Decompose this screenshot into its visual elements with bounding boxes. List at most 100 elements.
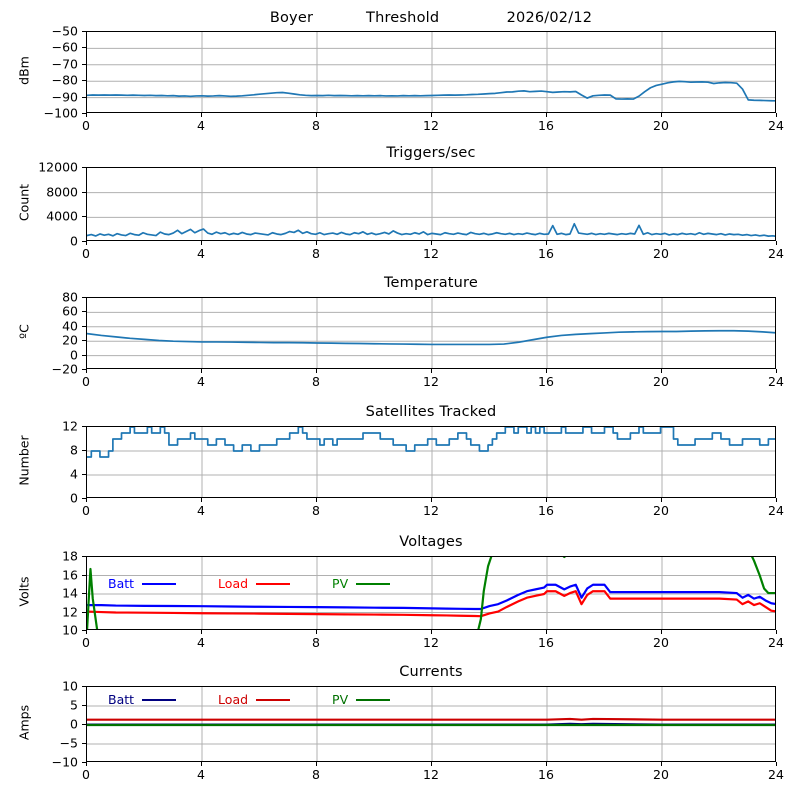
y-tick-signal-5: −100 <box>43 105 78 121</box>
y-tick-satellites-0: 0 <box>70 490 78 506</box>
x-tick-voltages-1: 4 <box>197 635 205 650</box>
x-tick-triggers-0: 0 <box>82 246 90 261</box>
y-tickmark-temperature-5 <box>82 297 86 298</box>
y-axis-label-triggers: Count <box>16 183 32 222</box>
y-axis-label-satellites: Number <box>16 435 32 486</box>
gridlines-signal <box>87 32 775 112</box>
x-tick-satellites-1: 4 <box>197 503 205 518</box>
x-tickmark-satellites-1 <box>201 498 202 502</box>
x-tickmark-temperature-0 <box>86 369 87 373</box>
y-tickmark-signal-3 <box>82 80 86 82</box>
y-tickmark-satellites-1 <box>82 474 86 475</box>
x-tick-satellites-3: 12 <box>423 503 439 518</box>
y-axis-label-voltages: Volts <box>16 576 32 607</box>
data-trace-signal <box>87 80 775 102</box>
y-tickmark-currents-4 <box>82 686 86 687</box>
y-tick-voltages-1: 12 <box>62 604 78 619</box>
y-tickmark-currents-0 <box>82 762 86 763</box>
plot-area-temperature <box>86 297 776 369</box>
x-tick-temperature-0: 0 <box>82 374 90 389</box>
y-tick-voltages-4: 18 <box>62 548 78 564</box>
panel-title-currents: Currents <box>399 664 463 680</box>
x-tickmark-currents-0 <box>86 762 87 766</box>
y-tickmark-currents-2 <box>82 724 86 725</box>
x-tickmark-satellites-3 <box>431 498 432 502</box>
data-trace-satellites <box>87 427 775 458</box>
y-tickmark-satellites-2 <box>82 450 86 451</box>
y-tick-triggers-2: 8000 <box>46 184 78 200</box>
x-tickmark-currents-3 <box>431 762 432 766</box>
x-tickmark-temperature-5 <box>661 369 662 373</box>
x-tickmark-triggers-1 <box>201 241 202 245</box>
plot-canvas-voltages <box>87 557 775 629</box>
x-tick-temperature-2: 8 <box>312 374 320 389</box>
x-tick-temperature-4: 16 <box>538 374 554 389</box>
y-tickmark-voltages-1 <box>82 611 86 613</box>
x-tick-signal-0: 0 <box>82 118 90 133</box>
x-tickmark-voltages-1 <box>201 630 202 634</box>
x-tickmark-triggers-4 <box>546 241 547 245</box>
x-tickmark-signal-3 <box>431 113 432 117</box>
x-tickmark-satellites-0 <box>86 498 87 502</box>
y-tickmark-signal-0 <box>82 31 86 32</box>
x-tick-triggers-6: 24 <box>768 246 784 261</box>
y-tick-satellites-2: 8 <box>70 442 78 458</box>
x-tickmark-voltages-6 <box>776 630 777 634</box>
y-tick-voltages-0: 10 <box>62 622 78 638</box>
x-tickmark-triggers-3 <box>431 241 432 245</box>
x-tick-temperature-1: 4 <box>197 374 205 389</box>
panel-title-temperature: Temperature <box>383 275 479 291</box>
plot-canvas-signal <box>87 32 775 112</box>
y-tickmark-voltages-2 <box>82 593 86 594</box>
x-tickmark-temperature-2 <box>316 369 317 373</box>
data-trace-currents-load <box>87 717 775 721</box>
x-tick-signal-1: 4 <box>197 118 205 133</box>
y-tickmark-satellites-3 <box>82 426 86 427</box>
x-tick-voltages-6: 24 <box>768 635 784 650</box>
y-tick-currents-0: −10 <box>51 754 78 770</box>
x-tickmark-triggers-2 <box>316 241 317 245</box>
x-tickmark-signal-5 <box>661 113 662 117</box>
plot-canvas-satellites <box>87 427 775 497</box>
y-tick-signal-2: −70 <box>51 56 78 72</box>
x-tick-signal-3: 12 <box>423 118 439 133</box>
y-tick-triggers-3: 12000 <box>38 159 78 175</box>
y-tick-temperature-1: 0 <box>70 347 78 363</box>
plot-area-voltages <box>86 556 776 630</box>
y-tick-temperature-0: −20 <box>51 361 78 377</box>
y-tickmark-voltages-4 <box>82 556 86 557</box>
x-tick-temperature-5: 20 <box>653 374 669 389</box>
y-tickmark-signal-4 <box>82 96 86 98</box>
x-tick-signal-2: 8 <box>312 118 320 133</box>
panel-title-triggers: Triggers/sec <box>386 145 476 161</box>
y-tickmark-triggers-0 <box>82 241 86 242</box>
panel-title-signal: Boyer Threshold 2026/02/12 <box>269 10 593 26</box>
y-tickmark-signal-1 <box>82 47 86 49</box>
x-tick-triggers-3: 12 <box>423 246 439 261</box>
x-tickmark-signal-2 <box>316 113 317 117</box>
gridlines-voltages <box>87 557 775 629</box>
y-tick-voltages-3: 16 <box>62 567 78 582</box>
plot-canvas-currents <box>87 687 775 761</box>
y-tickmark-temperature-1 <box>82 354 86 356</box>
panel-title-voltages: Voltages <box>399 534 463 550</box>
gridlines-triggers <box>87 168 775 240</box>
x-tickmark-satellites-5 <box>661 498 662 502</box>
y-tickmark-voltages-3 <box>82 574 86 576</box>
x-tick-triggers-5: 20 <box>653 246 669 261</box>
y-tick-triggers-0: 0 <box>70 233 78 249</box>
y-tickmark-temperature-0 <box>82 369 86 370</box>
x-tick-satellites-4: 16 <box>538 503 554 518</box>
plot-area-currents <box>86 686 776 762</box>
y-tickmark-triggers-2 <box>82 191 86 193</box>
x-tickmark-signal-4 <box>546 113 547 117</box>
y-tick-currents-3: 5 <box>70 697 78 713</box>
x-tickmark-currents-6 <box>776 762 777 766</box>
x-tick-currents-0: 0 <box>82 767 90 782</box>
x-tickmark-triggers-6 <box>776 241 777 245</box>
data-trace-temperature <box>87 329 775 346</box>
x-tickmark-triggers-0 <box>86 241 87 245</box>
plot-canvas-temperature <box>87 298 775 368</box>
y-tick-satellites-1: 4 <box>70 466 78 482</box>
x-tickmark-voltages-2 <box>316 630 317 634</box>
